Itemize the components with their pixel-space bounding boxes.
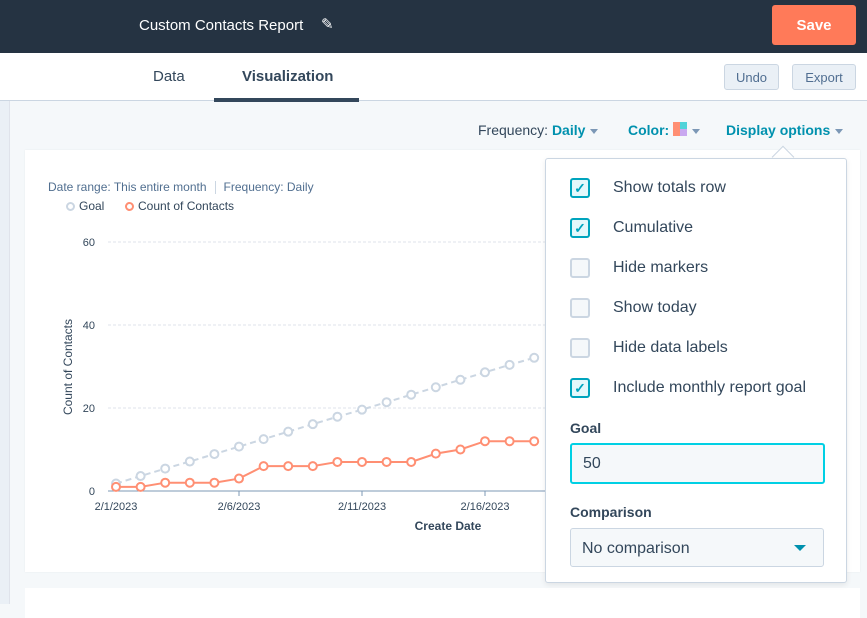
goal-marker-icon: [66, 201, 75, 211]
data-point: [307, 419, 318, 430]
option-show-totals-row[interactable]: ✓ Show totals row: [570, 178, 726, 198]
y-tick-label: 40: [83, 320, 95, 332]
data-point: [406, 456, 417, 467]
option-label: Hide markers: [613, 259, 709, 276]
data-point: [209, 477, 220, 488]
left-panel-edge: [0, 101, 10, 604]
data-point: [480, 436, 490, 447]
export-button[interactable]: Export: [792, 64, 856, 90]
caret-down-icon: [835, 128, 844, 134]
caret-down-icon: [692, 128, 701, 134]
frequency-dropdown[interactable]: Frequency: Daily: [478, 122, 599, 138]
data-point: [258, 461, 269, 472]
x-tick-label: 2/1/2023: [95, 501, 138, 513]
data-point: [430, 448, 441, 459]
data-point: [258, 434, 269, 445]
data-point: [135, 471, 146, 482]
option-label: Show today: [613, 299, 697, 316]
x-tick-label: 2/11/2023: [338, 501, 386, 513]
checkbox[interactable]: [570, 258, 590, 278]
data-point: [455, 374, 466, 385]
data-point: [184, 456, 195, 467]
x-axis-title: Create Date: [415, 519, 482, 533]
tab-bar: Data Visualization Undo Export: [0, 53, 867, 102]
option-hide-markers[interactable]: Hide markers: [570, 258, 708, 278]
save-button[interactable]: Save: [772, 5, 856, 45]
legend-item-goal[interactable]: Goal: [66, 199, 104, 213]
color-dropdown[interactable]: Color:: [628, 122, 701, 138]
display-options-dropdown[interactable]: Display options: [726, 122, 844, 138]
edit-title-pencil-icon[interactable]: ✎: [321, 16, 334, 33]
tab-data[interactable]: Data: [153, 68, 185, 85]
option-label: Include monthly report goal: [613, 379, 806, 396]
y-axis-title: Count of Contacts: [61, 319, 75, 415]
legend-item-count[interactable]: Count of Contacts: [125, 199, 234, 213]
option-show-today[interactable]: Show today: [570, 298, 697, 318]
data-point: [332, 411, 343, 422]
undo-button[interactable]: Undo: [724, 64, 779, 90]
goal-input[interactable]: [570, 443, 825, 484]
data-point: [480, 367, 490, 378]
data-point: [234, 441, 244, 452]
data-point: [283, 461, 294, 472]
report-title: Custom Contacts Report: [139, 17, 304, 34]
data-point: [184, 477, 195, 488]
comparison-label: Comparison: [570, 504, 652, 520]
data-point: [357, 456, 367, 467]
checkbox[interactable]: [570, 298, 590, 318]
y-tick-label: 0: [89, 486, 95, 498]
date-range-label: Date range: This entire month: [48, 180, 207, 194]
checkbox[interactable]: ✓: [570, 178, 590, 198]
x-tick-label: 2/16/2023: [461, 501, 510, 513]
data-point: [135, 481, 146, 492]
y-tick-label: 20: [83, 403, 95, 415]
color-swatch-icon: [673, 122, 688, 136]
line-chart: 0 20 40 60 2/1/2023 2/6/2023 2/11/2023 2/16/202…: [61, 237, 545, 533]
display-options-popup: ✓ Show totals row ✓ Cumulative Hide markers S…: [545, 158, 847, 583]
frequency-meta-label: Frequency: Daily: [223, 180, 314, 194]
data-point: [381, 456, 392, 467]
goal-label: Goal: [570, 420, 602, 436]
option-label: Show totals row: [613, 179, 726, 196]
data-point: [430, 382, 441, 393]
data-point: [529, 436, 540, 447]
data-point: [234, 473, 244, 484]
checkbox[interactable]: ✓: [570, 218, 590, 238]
data-point: [504, 359, 515, 370]
data-point: [209, 449, 220, 460]
top-bar: Custom Contacts Report ✎ Save: [0, 0, 867, 53]
checkbox[interactable]: [570, 338, 590, 358]
option-label: Hide data labels: [613, 339, 728, 356]
data-point: [160, 463, 171, 474]
option-cumulative[interactable]: ✓ Cumulative: [570, 218, 693, 238]
data-point: [455, 444, 466, 455]
data-point: [111, 481, 121, 492]
data-point: [357, 404, 367, 415]
data-point: [381, 397, 392, 408]
data-point: [529, 352, 540, 363]
chart-meta: Date range: This entire month Frequency: …: [48, 180, 314, 195]
data-point: [283, 426, 294, 437]
data-point: [332, 456, 343, 467]
option-label: Cumulative: [613, 219, 694, 236]
caret-down-icon: [794, 545, 806, 551]
y-tick-label: 60: [83, 237, 95, 249]
data-point: [504, 436, 515, 447]
option-hide-data-labels[interactable]: Hide data labels: [570, 338, 728, 358]
data-point: [307, 461, 318, 472]
x-tick-label: 2/6/2023: [218, 501, 261, 513]
data-point: [406, 389, 417, 400]
checkbox[interactable]: ✓: [570, 378, 590, 398]
tab-visualization[interactable]: Visualization: [242, 68, 334, 85]
data-point: [160, 477, 171, 488]
comparison-select[interactable]: No comparison: [570, 528, 824, 567]
count-marker-icon: [125, 201, 134, 211]
active-tab-indicator: [214, 98, 359, 102]
option-include-monthly-report-goal[interactable]: ✓ Include monthly report goal: [570, 378, 806, 398]
caret-down-icon: [590, 128, 599, 134]
